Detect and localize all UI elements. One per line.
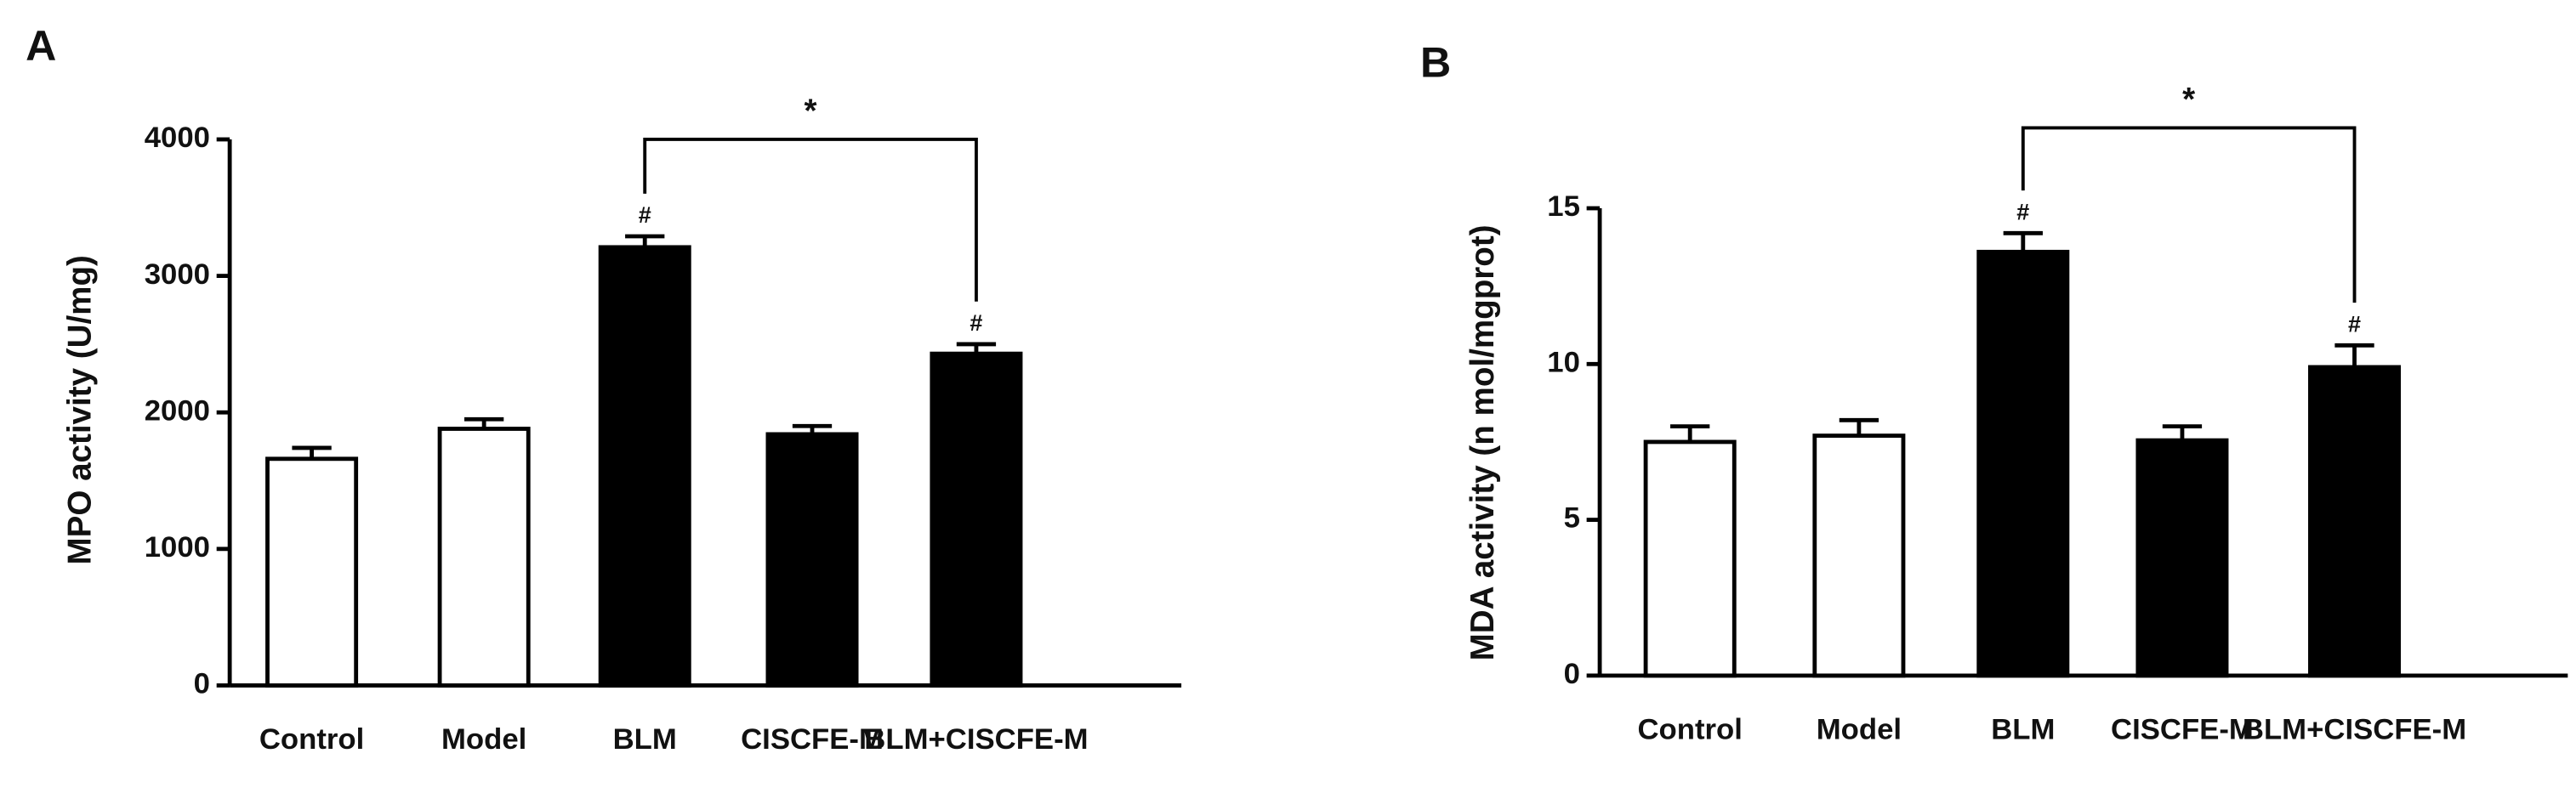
x-tick-label: BLM [1991,714,2055,746]
panel-label: A [26,22,56,70]
y-tick-label: 1000 [145,531,210,564]
y-tick-label: 3000 [145,258,210,291]
x-tick-label: Control [1637,714,1742,746]
x-tick-label: Model [441,723,526,756]
panel-label: B [1420,38,1451,86]
bar [1643,439,1737,678]
bar [598,245,691,688]
x-tick-label: Model [1817,714,1902,746]
y-tick-label: 5 [1564,502,1580,535]
bar [1812,433,1906,678]
significance-marker: # [970,310,982,336]
significance-marker: # [2348,311,2361,337]
bar [2135,438,2229,678]
significance-marker: # [2016,199,2029,224]
y-axis-label: MPO activity (U/mg) [62,255,99,564]
bracket-label: * [805,93,817,129]
y-tick-label: 10 [1547,346,1580,378]
bar [930,351,1023,688]
x-tick-label: BLM+CISCFE-M [864,723,1088,756]
x-tick-label: CISCFE-M [2111,714,2254,746]
y-tick-label: 0 [194,668,210,700]
bar [265,456,359,688]
x-tick-label: CISCFE-M [741,723,884,756]
significance-bracket [643,138,978,302]
x-tick-label: BLM+CISCFE-M [2243,714,2466,746]
x-tick-label: Control [259,723,364,756]
bar [1976,249,2070,678]
bar [2308,365,2402,678]
bar [765,432,859,688]
significance-marker: # [639,202,651,228]
y-tick-label: 0 [1564,658,1580,690]
y-tick-label: 4000 [145,122,210,154]
y-tick-label: 2000 [145,394,210,427]
y-axis-label: MDA activity (n mol/mgprot) [1464,224,1501,660]
bracket-label: * [2182,82,2195,118]
x-tick-label: BLM [613,723,677,756]
y-tick-label: 15 [1547,190,1580,223]
bar [437,427,531,688]
significance-bracket [2021,126,2357,303]
